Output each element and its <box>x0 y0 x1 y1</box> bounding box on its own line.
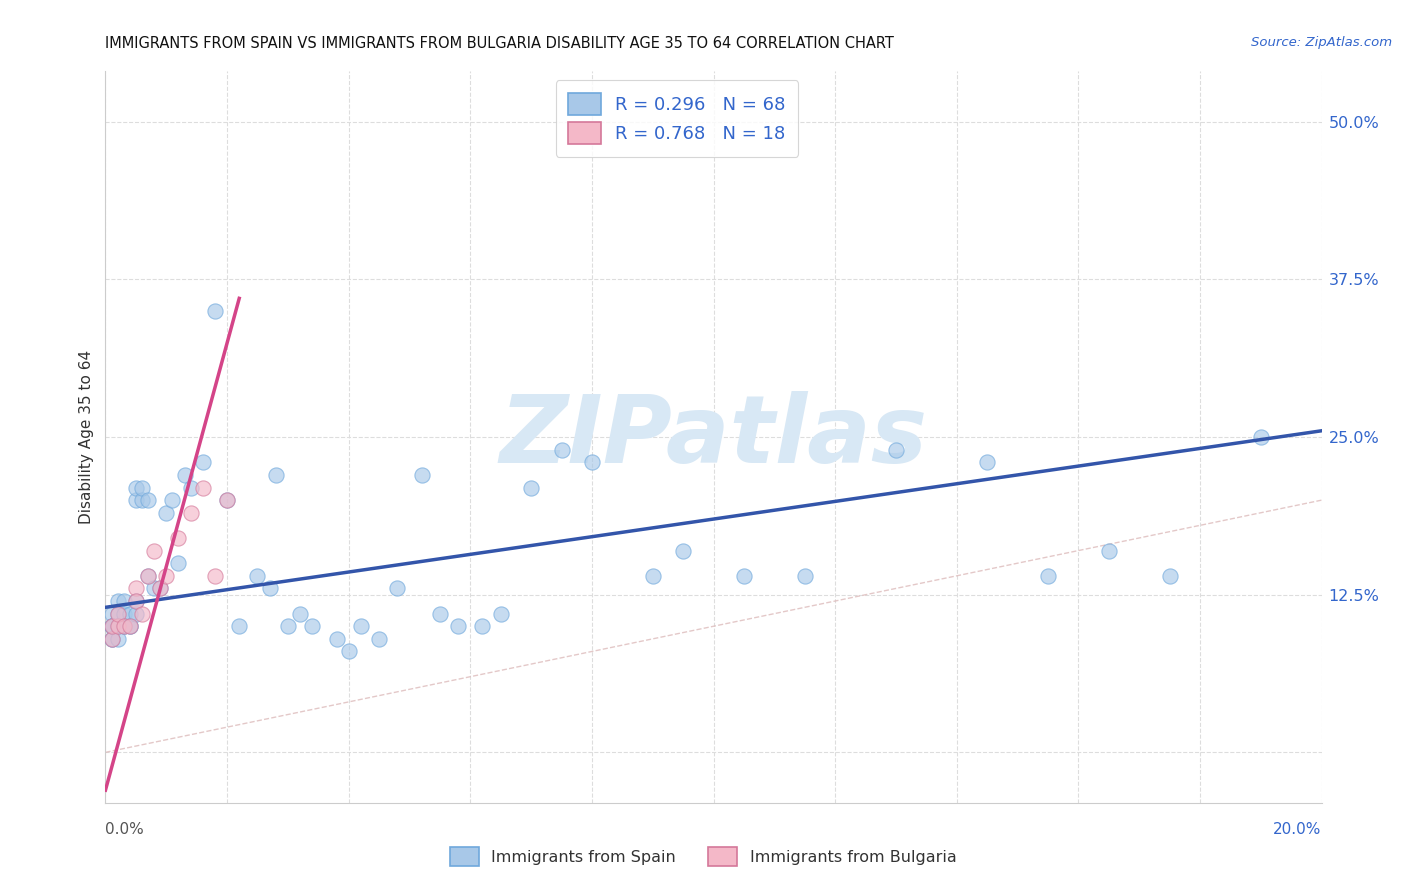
Point <box>118 619 141 633</box>
Point <box>1250 430 1272 444</box>
Point <box>1036 569 1059 583</box>
Text: IMMIGRANTS FROM SPAIN VS IMMIGRANTS FROM BULGARIA DISABILITY AGE 35 TO 64 CORREL: IMMIGRANTS FROM SPAIN VS IMMIGRANTS FROM… <box>105 36 894 51</box>
Point <box>131 607 153 621</box>
Point <box>793 569 815 583</box>
Point <box>387 582 409 596</box>
Point <box>368 632 391 646</box>
Point <box>217 493 239 508</box>
Point <box>112 619 135 633</box>
Point <box>118 619 141 633</box>
Point <box>581 455 603 469</box>
Y-axis label: Disability Age 35 to 64: Disability Age 35 to 64 <box>79 350 94 524</box>
Text: 20.0%: 20.0% <box>1274 822 1322 837</box>
Point <box>125 481 148 495</box>
Point <box>100 619 122 633</box>
Point <box>107 607 129 621</box>
Point <box>204 569 226 583</box>
Text: ZIPatlas: ZIPatlas <box>499 391 928 483</box>
Point <box>641 569 664 583</box>
Point <box>118 619 141 633</box>
Point <box>107 619 129 633</box>
Point <box>143 582 166 596</box>
Point <box>112 594 135 608</box>
Point <box>107 632 129 646</box>
Point <box>180 506 202 520</box>
Point <box>112 607 135 621</box>
Point <box>125 607 148 621</box>
Point <box>100 607 122 621</box>
Point <box>471 619 494 633</box>
Point <box>288 607 311 621</box>
Point <box>204 304 226 318</box>
Text: Source: ZipAtlas.com: Source: ZipAtlas.com <box>1251 36 1392 49</box>
Point <box>131 493 153 508</box>
Point <box>136 569 159 583</box>
Point <box>131 481 153 495</box>
Point <box>325 632 347 646</box>
Point <box>107 619 129 633</box>
Point <box>447 619 470 633</box>
Point <box>112 619 135 633</box>
Point <box>100 619 122 633</box>
Point <box>672 543 695 558</box>
Point <box>1159 569 1181 583</box>
Point <box>136 569 159 583</box>
Point <box>277 619 299 633</box>
Point <box>350 619 373 633</box>
Point <box>429 607 451 621</box>
Point <box>100 619 122 633</box>
Point <box>100 632 122 646</box>
Point <box>125 594 148 608</box>
Point <box>155 569 177 583</box>
Point <box>337 644 360 658</box>
Point <box>976 455 998 469</box>
Point <box>301 619 323 633</box>
Point <box>733 569 755 583</box>
Text: 0.0%: 0.0% <box>105 822 145 837</box>
Point <box>191 455 214 469</box>
Point <box>100 619 122 633</box>
Point <box>155 506 177 520</box>
Point <box>259 582 281 596</box>
Point <box>246 569 269 583</box>
Point <box>884 442 907 457</box>
Point <box>228 619 250 633</box>
Point <box>100 619 122 633</box>
Point <box>162 493 184 508</box>
Point <box>264 467 287 482</box>
Point <box>149 582 172 596</box>
Point <box>125 594 148 608</box>
Point <box>550 442 572 457</box>
Point <box>100 632 122 646</box>
Point <box>125 493 148 508</box>
Point <box>1098 543 1121 558</box>
Legend: Immigrants from Spain, Immigrants from Bulgaria: Immigrants from Spain, Immigrants from B… <box>443 840 963 872</box>
Legend: R = 0.296   N = 68, R = 0.768   N = 18: R = 0.296 N = 68, R = 0.768 N = 18 <box>555 80 799 157</box>
Point <box>107 607 129 621</box>
Point <box>489 607 512 621</box>
Point <box>100 619 122 633</box>
Point <box>100 632 122 646</box>
Point <box>107 594 129 608</box>
Point <box>173 467 195 482</box>
Point <box>143 543 166 558</box>
Point <box>217 493 239 508</box>
Point <box>107 619 129 633</box>
Point <box>191 481 214 495</box>
Point <box>167 556 190 570</box>
Point <box>112 619 135 633</box>
Point <box>411 467 433 482</box>
Point <box>149 582 172 596</box>
Point <box>167 531 190 545</box>
Point <box>180 481 202 495</box>
Point <box>125 582 148 596</box>
Point <box>136 493 159 508</box>
Point <box>118 607 141 621</box>
Point <box>520 481 543 495</box>
